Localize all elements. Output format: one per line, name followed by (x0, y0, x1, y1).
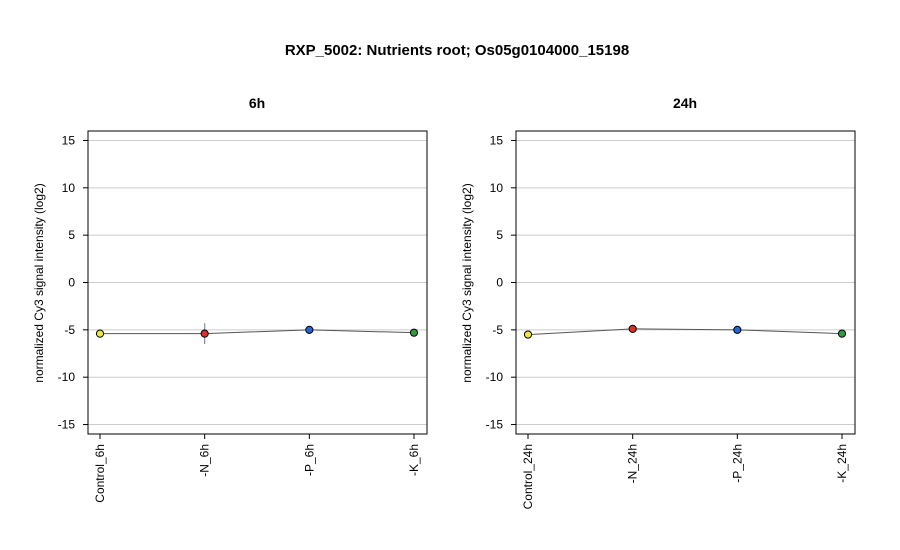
series-line (100, 329, 415, 335)
plot-area-6h: -15 -10 -5 0 5 10 15 Control_6h -N_6h -P_6h -K_6h (58, 130, 428, 503)
y-tick-label: 10 (62, 181, 76, 195)
panel-24h: 24h normalized Cy3 signal intensity (log… (460, 95, 856, 509)
panel-title-6h: 6h (249, 95, 265, 111)
data-point (628, 324, 637, 333)
x-tick-label: -P_24h (730, 444, 744, 483)
y-tick-label: -15 (58, 418, 76, 432)
data-point (523, 330, 533, 339)
panel-6h: 6h normalized Cy3 signal intensity (log2… (32, 95, 428, 503)
series-line (527, 328, 843, 336)
y-tick-label: 0 (496, 276, 503, 290)
y-axis-label-24h: normalized Cy3 signal intensity (log2) (460, 183, 474, 382)
plot-frame (515, 130, 856, 435)
x-tick-label: -N_6h (198, 444, 212, 477)
data-point (95, 329, 105, 338)
data-point (837, 329, 847, 338)
y-tick-label: -10 (486, 370, 504, 384)
x-tick-label: -N_24h (626, 444, 640, 483)
plot-area-24h: -15 -10 -5 0 5 10 15 Control_24h -N_24h -P_24h -K_… (486, 130, 856, 509)
data-point (733, 325, 742, 334)
data-point (409, 328, 419, 337)
y-tick-label: 15 (62, 133, 76, 147)
y-tick-label: 0 (68, 276, 75, 290)
y-tick-label: 10 (490, 181, 504, 195)
y-tick-label: -5 (64, 323, 75, 337)
plot-frame (87, 130, 428, 435)
chart-title: RXP_5002: Nutrients root; Os05g0104000_1… (285, 42, 629, 59)
x-tick-label: -K_24h (835, 444, 849, 483)
y-tick-label: -15 (486, 418, 504, 432)
x-tick-label: -K_6h (407, 444, 421, 476)
y-tick-label: 5 (68, 228, 75, 242)
y-axis-label-6h: normalized Cy3 signal intensity (log2) (32, 183, 46, 382)
y-tick-label: -10 (58, 370, 76, 384)
y-tick-label: 5 (496, 228, 503, 242)
y-tick-label: 15 (490, 133, 504, 147)
y-tick-label: -5 (492, 323, 503, 337)
x-tick-label: Control_6h (93, 444, 107, 503)
x-tick-label: -P_6h (302, 444, 316, 476)
data-point (305, 325, 314, 334)
data-point (200, 329, 209, 338)
x-tick-label: Control_24h (521, 444, 535, 509)
panel-title-24h: 24h (673, 95, 697, 111)
